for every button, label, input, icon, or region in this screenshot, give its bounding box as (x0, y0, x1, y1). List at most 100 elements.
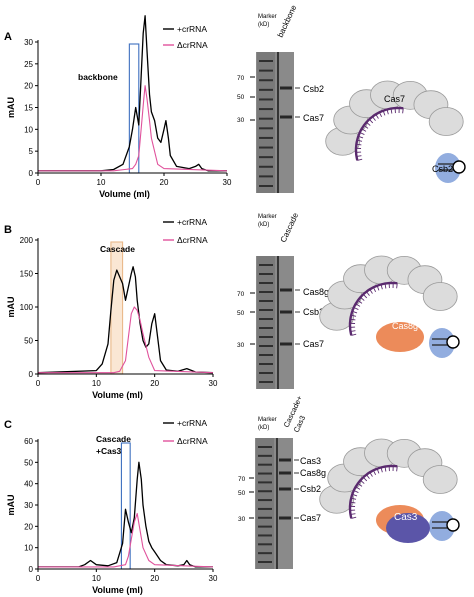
crrna-base (350, 513, 356, 515)
crrna-base (350, 501, 356, 504)
crrna-backbone (348, 464, 398, 519)
band-label: Cas8g (303, 287, 329, 297)
crrna-base (396, 466, 398, 472)
x-tick-label: 10 (92, 574, 101, 583)
crrna-base (353, 307, 359, 310)
chromatogram-b: 0 50 100 150 200 0 10 20 30 Volume (ml) mAU (6, 236, 218, 400)
series-line-minus-crrna (38, 306, 214, 374)
sample-band (280, 86, 292, 90)
kd-tick-30: 30 (238, 516, 246, 523)
y-tick-label: 30 (24, 38, 33, 47)
crrna-base (375, 114, 379, 119)
rna-hairpin-loop (452, 160, 466, 174)
marker-band (259, 185, 273, 187)
kd-tick-50: 50 (237, 310, 245, 317)
crrna-base (357, 158, 363, 161)
y-tick-label: 0 (29, 169, 34, 178)
y-tick-label: 20 (24, 522, 33, 531)
panel-letter: A (4, 31, 12, 43)
gel-image-c (249, 438, 299, 569)
crrna-base (376, 285, 380, 291)
marker-band (259, 318, 273, 320)
y-tick-label: 150 (20, 270, 34, 279)
sample-band (279, 516, 291, 520)
rna-hairpin-loop (446, 335, 460, 349)
rna-hairpin-stem (432, 338, 448, 346)
marker-lane (257, 52, 275, 193)
crrna-base (360, 296, 365, 301)
band-label: Csb2 (303, 307, 324, 317)
crrna-base (376, 468, 380, 474)
x-axis-label: Volume (ml) (92, 585, 143, 595)
cas8g-subunit (376, 322, 424, 352)
x-axis-label: Volume (ml) (99, 189, 150, 199)
marker-band (258, 552, 272, 555)
sample-band (279, 471, 291, 475)
marker-band (259, 264, 273, 266)
crrna-backbone (348, 281, 398, 336)
kd-tick-70: 70 (237, 291, 245, 298)
chromatogram-c: 0 10 20 30 40 50 60 0 10 20 30 Volume (ml) mAU (6, 437, 218, 595)
series-line-plus-crrna (37, 266, 214, 374)
y-tick-label: 5 (29, 147, 34, 156)
gel-image-a (250, 52, 300, 193)
crrna-base (355, 303, 361, 307)
band-label: Cas7 (303, 113, 324, 123)
crrna-base (366, 474, 370, 479)
crrna-base (366, 291, 370, 296)
marker-band (259, 108, 273, 111)
marker-band (259, 146, 273, 149)
crrna-backbone (354, 106, 404, 161)
band-label: Cas7 (303, 339, 324, 349)
crrna-base (351, 497, 357, 500)
marker-band (259, 98, 273, 101)
marker-band (259, 327, 273, 329)
crrna-base (355, 486, 361, 490)
y-tick-label: 30 (24, 501, 33, 510)
crrna-base (379, 112, 383, 118)
y-tick-label: 10 (24, 544, 33, 553)
x-tick-label: 10 (92, 379, 101, 388)
crrna-base (351, 314, 357, 317)
marker-band (259, 309, 273, 311)
crrna-base (373, 287, 377, 293)
sample-band (279, 458, 291, 462)
crrna-base (361, 128, 367, 132)
peak-annotation: backbone (78, 72, 118, 82)
marker-band (259, 79, 273, 82)
crrna-base (359, 132, 365, 135)
cas3-subunit (386, 513, 430, 543)
fraction-highlight-box (128, 43, 140, 174)
x-tick-label: 30 (209, 379, 218, 388)
csb2-subunit (435, 153, 461, 183)
cas7-subunit (428, 107, 464, 136)
gel-image-b (250, 256, 300, 389)
marker-band (258, 534, 272, 537)
marker-band (258, 561, 272, 563)
gel-lane-label: backbone (276, 3, 299, 39)
structure-label-csb2: Csb2 (432, 164, 453, 174)
crrna-base (352, 493, 358, 497)
panel-letter: C (4, 419, 12, 431)
crrna-base (369, 289, 373, 294)
cascade-structure-a (325, 80, 466, 183)
marker-band (259, 165, 273, 168)
legend-minus-label: ΔcrRNA (177, 40, 208, 50)
sample-band (279, 487, 291, 491)
crrna-base (360, 479, 365, 484)
series-line-minus-crrna (38, 85, 228, 172)
marker-band (259, 372, 273, 374)
kd-tick-30: 30 (237, 342, 245, 349)
band-label: Cas7 (300, 513, 321, 523)
x-tick-label: 0 (36, 379, 41, 388)
rna-hairpin-loop (446, 518, 460, 532)
rna-hairpin-stem (432, 521, 448, 529)
cascade-structure-c (319, 438, 460, 543)
crrna-base (357, 483, 363, 487)
marker-band (259, 117, 273, 120)
gel-marker-unit: (kD) (258, 425, 269, 431)
marker-band (259, 282, 273, 284)
kd-tick-50: 50 (237, 94, 245, 101)
crrna-base (357, 139, 363, 142)
